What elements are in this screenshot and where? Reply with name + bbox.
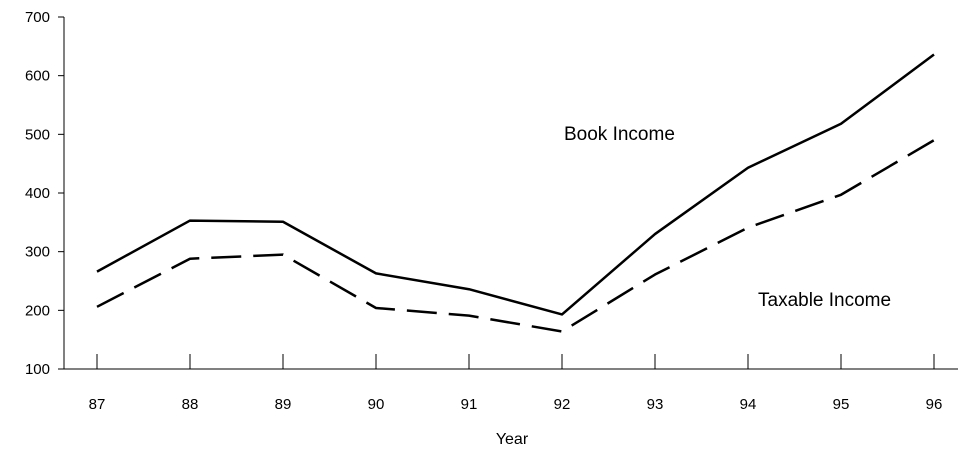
- y-tick-label: 400: [25, 185, 50, 202]
- y-tick-label: 300: [25, 244, 50, 261]
- y-tick-label: 200: [25, 302, 50, 319]
- x-tick-label: 88: [182, 396, 199, 413]
- x-axis: 87 88 89 90 91 92 93 94 95 96: [64, 354, 958, 413]
- y-tick-label: 600: [25, 68, 50, 85]
- x-tick-label: 89: [275, 396, 292, 413]
- taxable-income-label: Taxable Income: [758, 290, 891, 311]
- x-tick-label: 94: [740, 396, 757, 413]
- x-tick-label: 95: [833, 396, 850, 413]
- book-income-line: [96, 53, 935, 316]
- series-lines: [96, 53, 935, 333]
- x-tick-label: 87: [89, 396, 106, 413]
- y-axis: 100 200 300 400 500 600 700: [25, 9, 65, 378]
- x-tick-label: 92: [554, 396, 571, 413]
- y-tick-label: 100: [25, 361, 50, 378]
- x-tick-label: 90: [368, 396, 385, 413]
- x-tick-label: 96: [926, 396, 943, 413]
- x-tick-label: 93: [647, 396, 664, 413]
- book-income-label: Book Income: [564, 124, 675, 145]
- y-tick-label: 700: [25, 9, 50, 26]
- x-tick-label: 91: [461, 396, 478, 413]
- taxable-income-line: [96, 139, 935, 333]
- x-axis-title: Year: [496, 431, 529, 448]
- y-tick-label: 500: [25, 126, 50, 143]
